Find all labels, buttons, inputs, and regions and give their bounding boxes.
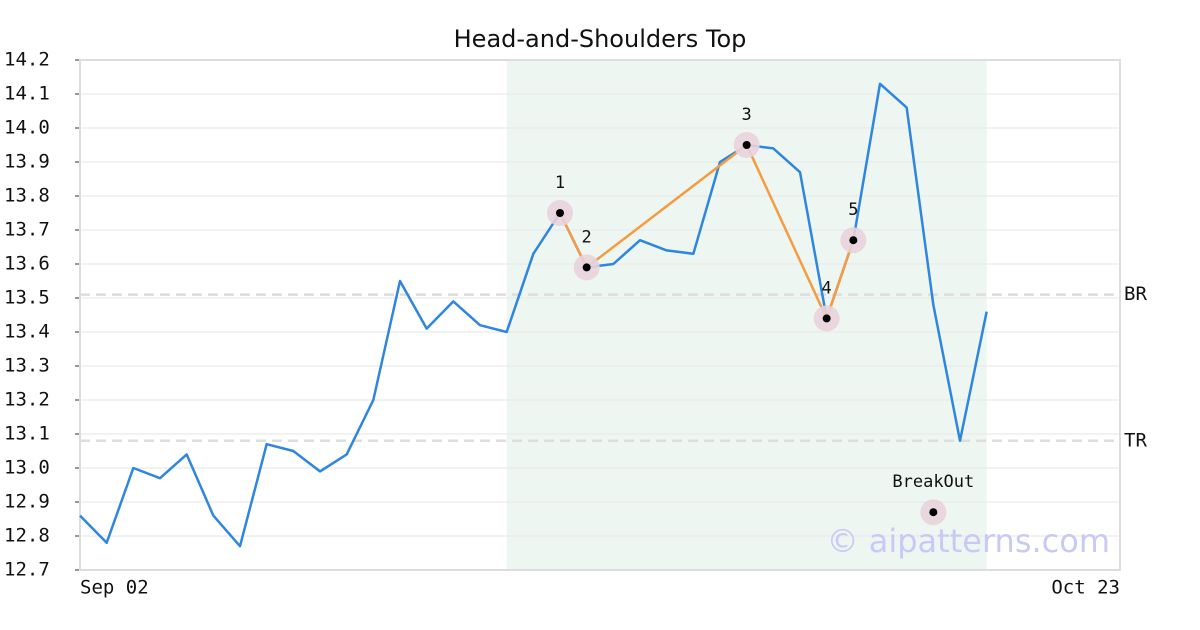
y-tick-label: 12.7 — [4, 559, 50, 581]
pattern-point-dot — [849, 236, 858, 245]
y-tick-label: 13.4 — [4, 321, 50, 343]
pattern-point-dot — [556, 209, 564, 217]
x-tick-label: Oct 23 — [1051, 577, 1120, 599]
y-tick-label: 14.2 — [4, 49, 50, 71]
pattern-point-label: 2 — [582, 227, 592, 247]
watermark: © aipatterns.com — [827, 522, 1110, 560]
pattern-point-label: 5 — [848, 200, 858, 220]
y-tick-label: 13.8 — [4, 185, 50, 207]
level-label: BR — [1124, 283, 1147, 305]
y-tick-label: 13.0 — [4, 457, 50, 479]
plot-frame — [79, 59, 1121, 571]
y-tick-label: 13.5 — [4, 287, 50, 309]
pattern-point-dot — [822, 314, 831, 323]
pattern-point-label: 1 — [555, 173, 565, 193]
y-tick-label: 13.3 — [4, 355, 50, 377]
y-tick-label: 14.0 — [4, 117, 50, 139]
y-tick-label: 14.1 — [4, 83, 50, 105]
y-tick-label: 12.8 — [4, 525, 50, 547]
y-tick-label: 13.2 — [4, 389, 50, 411]
y-tick-label: 13.6 — [4, 253, 50, 275]
breakout-dot — [929, 508, 938, 517]
pattern-point-label: 4 — [822, 278, 832, 298]
breakout-label: BreakOut — [892, 472, 974, 492]
chart-title: Head-and-Shoulders Top — [454, 25, 747, 53]
y-tick-label: 12.9 — [4, 491, 50, 513]
pattern-point-dot — [742, 141, 751, 149]
y-tick-label: 13.9 — [4, 151, 50, 173]
x-tick-label: Sep 02 — [80, 577, 149, 599]
pattern-point-label: 3 — [742, 105, 752, 125]
y-tick-label: 13.1 — [4, 423, 50, 445]
pattern-point-dot — [582, 263, 591, 272]
level-label: TR — [1124, 429, 1147, 451]
y-tick-label: 13.7 — [4, 219, 50, 241]
